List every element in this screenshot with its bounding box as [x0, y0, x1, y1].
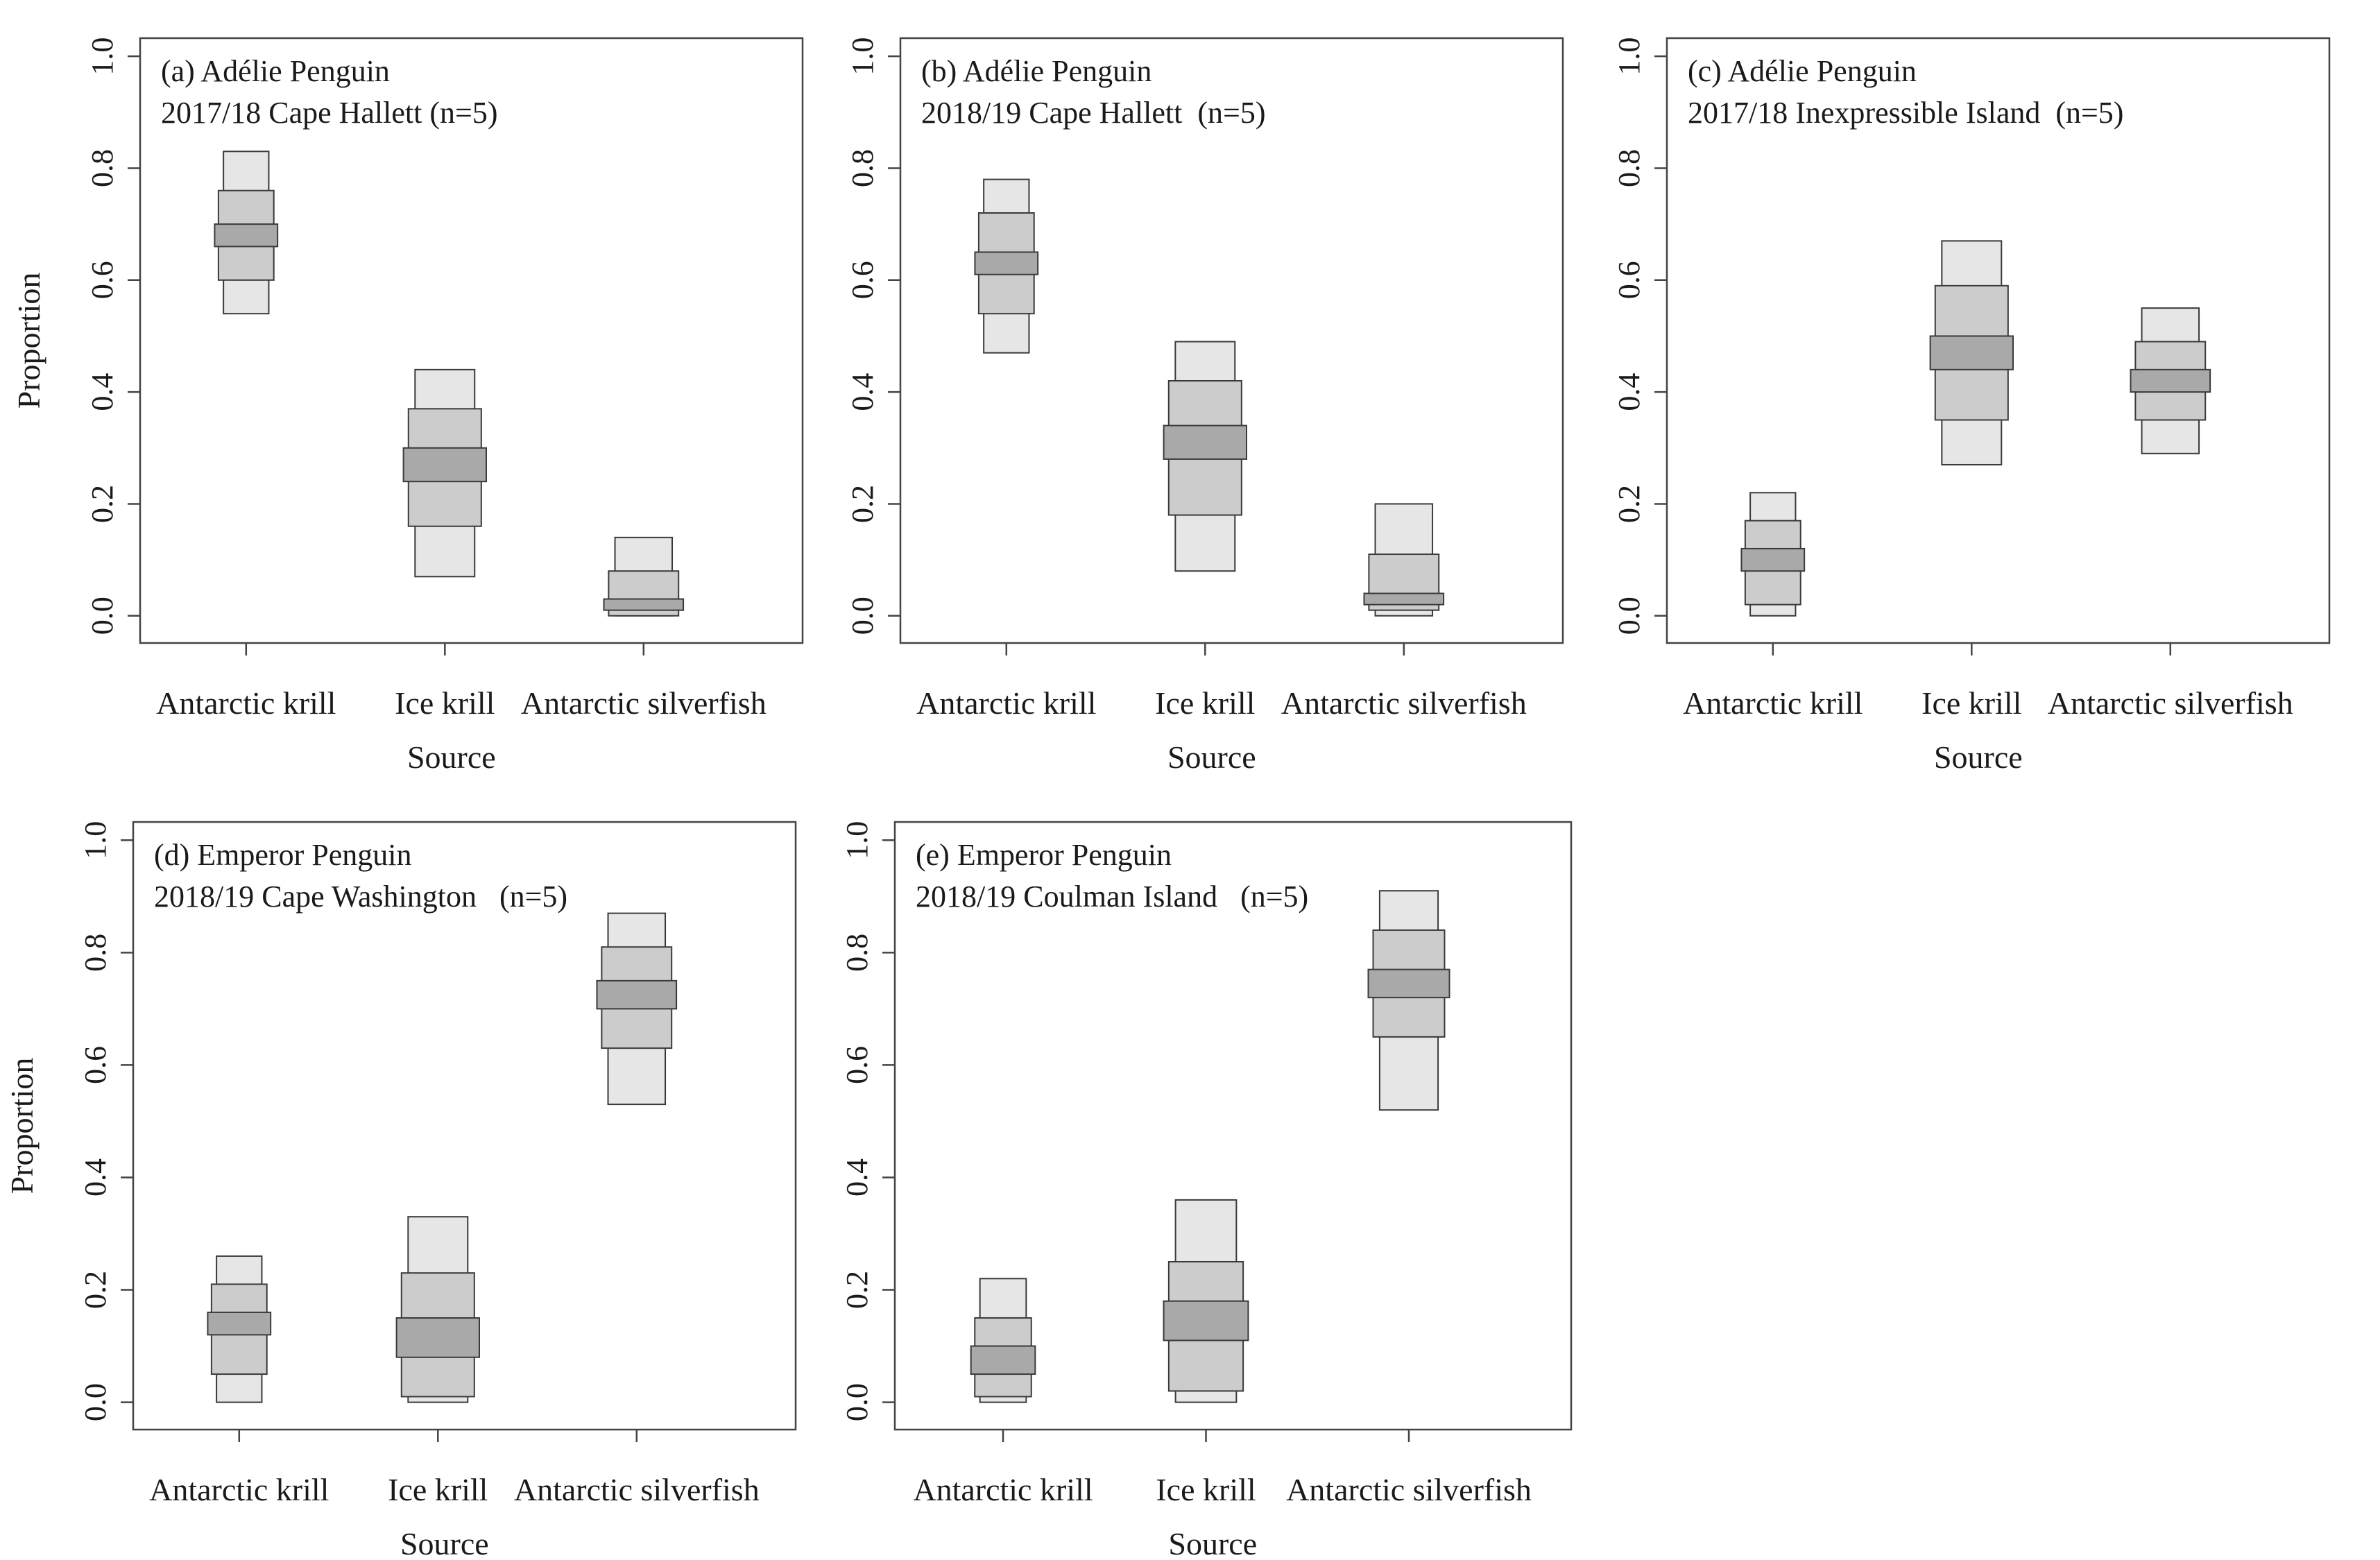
panel-a: 0.0 0.2 0.4 0.6 0.8 1.0 Proportion (a) Adélie P…	[11, 37, 804, 775]
x-category-label: Ice krill	[1156, 1472, 1256, 1507]
plot-frame	[132, 821, 797, 1431]
box-inner-interval	[974, 251, 1039, 275]
y-axis-title: Proportion	[11, 273, 46, 409]
panel-b: 0.0 0.2 0.4 0.6 0.8 1.0 (b) Adélie Penguin 2018…	[846, 37, 1564, 775]
panel-title: (d) Emperor Penguin	[154, 838, 411, 872]
x-axis-title: Source	[407, 739, 496, 775]
panel-c: 0.0 0.2 0.4 0.6 0.8 1.0 (c) Adélie Penguin 2017…	[1612, 37, 2331, 775]
panel-title: (a) Adélie Penguin	[161, 54, 390, 88]
box-inner-interval	[2130, 368, 2211, 393]
box-inner-interval	[1367, 968, 1450, 999]
box-inner-interval	[395, 1317, 480, 1358]
x-axis-title: Source	[1167, 739, 1256, 775]
x-category-label: Ice krill	[395, 685, 495, 721]
y-tick-label: 0.6	[840, 1046, 874, 1084]
x-category-label: Antarctic krill	[149, 1472, 329, 1507]
plot-frame	[139, 37, 804, 644]
box-inner-interval	[1363, 592, 1445, 606]
box-inner-interval	[1929, 335, 2014, 370]
x-category-label: Antarctic silverfish	[2048, 685, 2293, 721]
panel-title: (e) Emperor Penguin	[916, 838, 1172, 872]
box-inner-interval	[970, 1345, 1036, 1375]
y-tick-label: 1.0	[85, 37, 119, 76]
y-tick-label: 0.0	[840, 1383, 874, 1421]
y-tick-label: 1.0	[846, 37, 880, 76]
panel-d: 0.0 0.2 0.4 0.6 0.8 1.0 Proportion (d) Emperor …	[4, 821, 797, 1560]
plot-frame	[1666, 37, 2331, 644]
y-tick-label: 0.0	[1612, 597, 1646, 635]
y-tick-label: 0.2	[78, 1271, 112, 1309]
panel-subtitle: 2017/18 Inexpressible Island (n=5)	[1688, 96, 2123, 130]
plot-frame	[899, 37, 1564, 644]
panel-e: 0.0 0.2 0.4 0.6 0.8 1.0 (e) Emperor Penguin 201…	[840, 821, 1573, 1560]
box-inner-interval	[603, 598, 685, 611]
x-category-label: Antarctic silverfish	[1286, 1472, 1532, 1507]
x-category-label: Antarctic krill	[156, 685, 336, 721]
y-tick-label: 0.4	[846, 373, 880, 411]
box-inner-interval	[1740, 547, 1806, 572]
box-inner-interval	[402, 447, 487, 483]
plot-frame	[893, 821, 1573, 1431]
y-tick-label: 0.4	[78, 1158, 112, 1197]
y-tick-label: 0.2	[846, 485, 880, 523]
y-axis-title: Proportion	[4, 1058, 40, 1194]
y-tick-label: 0.8	[840, 934, 874, 972]
x-category-label: Ice krill	[1921, 685, 2021, 721]
x-category-label: Ice krill	[1155, 685, 1255, 721]
y-tick-label: 0.0	[846, 597, 880, 635]
x-category-label: Antarctic krill	[913, 1472, 1093, 1507]
y-tick-label: 0.2	[840, 1271, 874, 1309]
y-tick-label: 0.6	[85, 261, 119, 299]
y-tick-label: 0.4	[85, 373, 119, 411]
panel-title: (b) Adélie Penguin	[921, 54, 1152, 88]
x-category-label: Antarctic krill	[916, 685, 1096, 721]
y-tick-label: 0.2	[1612, 485, 1646, 523]
x-axis-title: Source	[400, 1526, 489, 1560]
y-tick-label: 1.0	[1612, 37, 1646, 76]
panel-subtitle: 2018/19 Cape Washington (n=5)	[154, 880, 567, 914]
box-inner-interval	[1163, 1300, 1249, 1342]
y-tick-label: 0.2	[85, 485, 119, 523]
y-tick-label: 0.0	[78, 1383, 112, 1421]
panel-subtitle: 2018/19 Cape Hallett (n=5)	[921, 96, 1265, 130]
y-tick-label: 0.8	[78, 934, 112, 972]
y-tick-label: 0.8	[846, 149, 880, 187]
y-tick-label: 0.0	[85, 597, 119, 635]
y-tick-label: 1.0	[78, 821, 112, 859]
x-category-label: Antarctic silverfish	[1281, 685, 1527, 721]
x-axis-title: Source	[1934, 739, 2023, 775]
y-tick-label: 0.6	[846, 261, 880, 299]
box-inner-interval	[207, 1311, 272, 1336]
y-tick-label: 0.8	[85, 149, 119, 187]
y-tick-label: 0.4	[1612, 373, 1646, 411]
box-inner-interval	[596, 979, 678, 1010]
panel-title: (c) Adélie Penguin	[1688, 54, 1917, 88]
x-category-label: Antarctic krill	[1683, 685, 1863, 721]
box-inner-interval	[1163, 425, 1247, 460]
y-tick-label: 0.6	[78, 1046, 112, 1084]
y-tick-label: 0.8	[1612, 149, 1646, 187]
y-tick-label: 0.6	[1612, 261, 1646, 299]
y-tick-label: 0.4	[840, 1158, 874, 1197]
x-axis-title: Source	[1168, 1526, 1257, 1560]
panel-subtitle: 2017/18 Cape Hallett (n=5)	[161, 96, 497, 130]
x-category-label: Antarctic silverfish	[521, 685, 767, 721]
x-category-label: Antarctic silverfish	[514, 1472, 760, 1507]
box-inner-interval	[214, 223, 279, 248]
y-tick-label: 1.0	[840, 821, 874, 859]
x-category-label: Ice krill	[388, 1472, 488, 1507]
panel-subtitle: 2018/19 Coulman Island (n=5)	[916, 880, 1308, 914]
